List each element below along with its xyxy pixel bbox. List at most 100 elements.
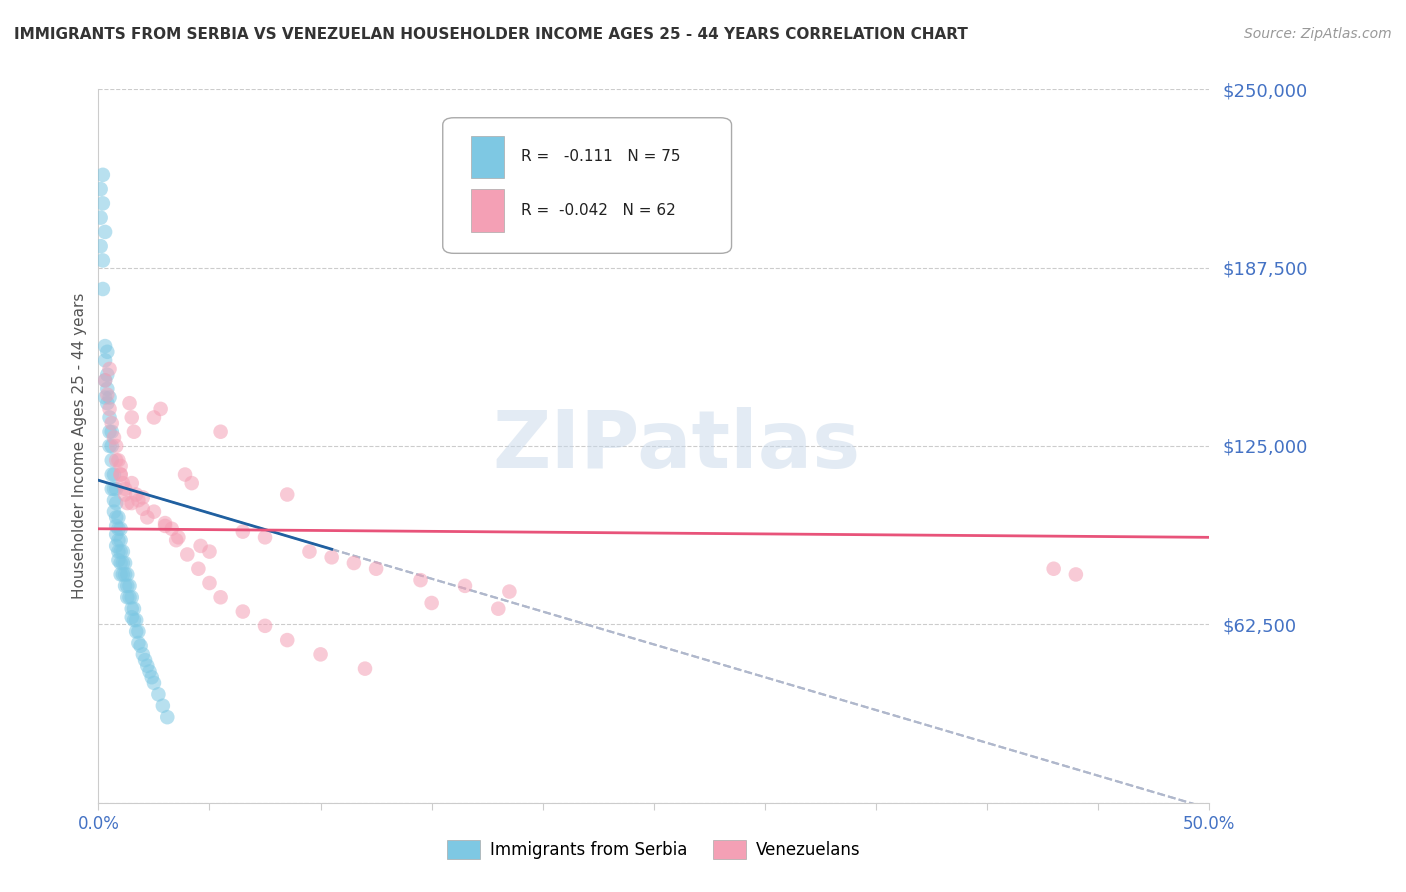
Text: R =   -0.111   N = 75: R = -0.111 N = 75 — [520, 150, 681, 164]
Point — [105, 453, 128, 467]
Point — [117, 579, 139, 593]
Text: Source: ZipAtlas.com: Source: ZipAtlas.com — [1244, 27, 1392, 41]
Point — [309, 648, 332, 662]
Point — [96, 382, 118, 396]
Point — [121, 476, 143, 491]
Point — [366, 562, 388, 576]
Point — [148, 687, 170, 701]
Point — [114, 482, 136, 496]
Point — [94, 225, 117, 239]
Point — [354, 662, 377, 676]
Point — [156, 710, 179, 724]
Text: IMMIGRANTS FROM SERBIA VS VENEZUELAN HOUSEHOLDER INCOME AGES 25 - 44 YEARS CORRE: IMMIGRANTS FROM SERBIA VS VENEZUELAN HOU… — [14, 27, 967, 42]
Point — [107, 544, 129, 558]
Point — [132, 501, 155, 516]
Point — [454, 579, 477, 593]
Point — [118, 579, 141, 593]
Point — [114, 556, 136, 570]
Point — [100, 425, 122, 439]
Point — [125, 624, 148, 639]
Point — [94, 373, 117, 387]
Point — [153, 516, 176, 530]
Point — [276, 487, 298, 501]
Point — [100, 416, 122, 430]
Point — [114, 487, 136, 501]
Point — [498, 584, 520, 599]
Point — [136, 510, 159, 524]
FancyBboxPatch shape — [443, 118, 731, 253]
Point — [98, 410, 121, 425]
Point — [409, 573, 432, 587]
Point — [122, 601, 145, 615]
Point — [98, 401, 121, 416]
Point — [96, 368, 118, 382]
Point — [121, 410, 143, 425]
Point — [90, 182, 112, 196]
Point — [125, 613, 148, 627]
Point — [121, 496, 143, 510]
Point — [198, 576, 221, 591]
Point — [165, 533, 187, 548]
Point — [111, 476, 134, 491]
Point — [149, 401, 172, 416]
Point — [105, 539, 128, 553]
Point — [90, 211, 112, 225]
Point — [94, 373, 117, 387]
Point — [100, 439, 122, 453]
Point — [96, 344, 118, 359]
Point — [105, 482, 128, 496]
FancyBboxPatch shape — [471, 189, 503, 232]
Point — [174, 467, 197, 482]
Point — [253, 530, 276, 544]
Point — [107, 553, 129, 567]
Point — [486, 601, 509, 615]
Point — [117, 591, 139, 605]
Point — [153, 519, 176, 533]
Point — [91, 196, 114, 211]
Point — [138, 665, 160, 679]
Point — [143, 505, 166, 519]
Point — [298, 544, 321, 558]
Point — [94, 353, 117, 368]
Point — [127, 493, 149, 508]
Point — [1042, 562, 1064, 576]
Point — [190, 539, 212, 553]
Point — [167, 530, 190, 544]
Point — [127, 636, 149, 650]
Point — [103, 493, 125, 508]
Point — [121, 591, 143, 605]
Point — [134, 653, 156, 667]
Point — [105, 510, 128, 524]
Point — [91, 282, 114, 296]
Y-axis label: Householder Income Ages 25 - 44 years: Householder Income Ages 25 - 44 years — [72, 293, 87, 599]
Point — [132, 491, 155, 505]
Point — [110, 556, 132, 570]
Point — [107, 522, 129, 536]
Point — [94, 339, 117, 353]
Point — [94, 391, 117, 405]
Point — [114, 579, 136, 593]
Point — [90, 239, 112, 253]
Point — [187, 562, 209, 576]
Point — [103, 505, 125, 519]
Point — [105, 496, 128, 510]
Point — [100, 467, 122, 482]
Point — [209, 425, 232, 439]
Point — [107, 533, 129, 548]
Legend: Immigrants from Serbia, Venezuelans: Immigrants from Serbia, Venezuelans — [440, 833, 868, 866]
Point — [253, 619, 276, 633]
Point — [125, 487, 148, 501]
Point — [152, 698, 174, 713]
Point — [143, 410, 166, 425]
Point — [176, 548, 198, 562]
Text: ZIPatlas: ZIPatlas — [492, 407, 860, 485]
Point — [232, 524, 254, 539]
Point — [117, 567, 139, 582]
Point — [105, 439, 128, 453]
Point — [1064, 567, 1087, 582]
Point — [111, 556, 134, 570]
Point — [110, 544, 132, 558]
Point — [118, 591, 141, 605]
Point — [121, 601, 143, 615]
Point — [103, 467, 125, 482]
